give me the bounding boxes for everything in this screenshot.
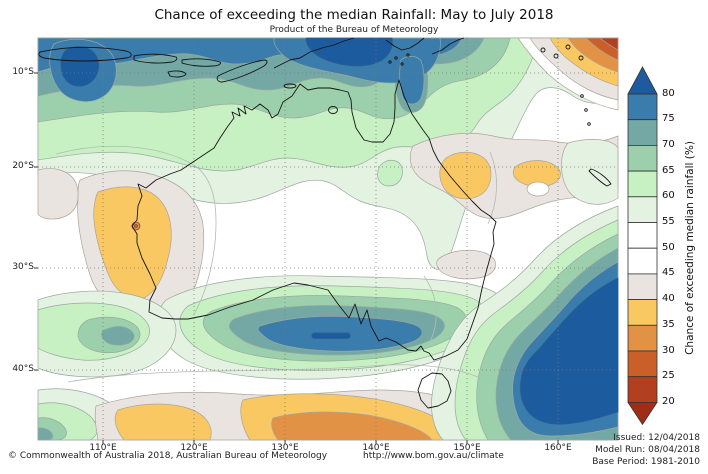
colorbar-tick-label: 40 bbox=[662, 293, 682, 304]
colorbar-title: Chance of exceeding median rainfall (%) bbox=[684, 141, 696, 355]
page-title: Chance of exceeding the median Rainfall:… bbox=[0, 7, 708, 23]
colorbar-tick-label: 35 bbox=[662, 319, 682, 330]
base-period-text: Base Period: 1981-2010 bbox=[592, 457, 700, 467]
colorbar-band bbox=[628, 325, 657, 351]
colorbar-band bbox=[628, 120, 657, 146]
bom-rainfall-outlook-figure: Chance of exceeding the median Rainfall:… bbox=[0, 0, 708, 474]
colorbar-band bbox=[628, 351, 657, 377]
colorbar-tick-label: 25 bbox=[662, 370, 682, 381]
colorbar-band bbox=[628, 377, 657, 403]
colorbar-band bbox=[628, 145, 657, 171]
contours-south-dry bbox=[95, 390, 490, 440]
colorbar-band bbox=[628, 300, 657, 326]
colorbar-tick-label: 80 bbox=[662, 88, 682, 99]
colorbar-tick-label: 55 bbox=[662, 216, 682, 227]
colorbar-tick-label: 30 bbox=[662, 345, 682, 356]
colorbar-tick-label: 75 bbox=[662, 113, 682, 124]
colorbar-band bbox=[628, 248, 657, 274]
lat-tick-label: 10°S bbox=[2, 67, 34, 77]
bom-url-text: http://www.bom.gov.au/climate bbox=[363, 451, 504, 461]
lat-tick-label: 40°S bbox=[2, 364, 34, 374]
colorbar-band bbox=[628, 94, 657, 120]
colorbar-band bbox=[628, 197, 657, 223]
colorbar-svg bbox=[626, 64, 660, 430]
colorbar-tick-label: 65 bbox=[662, 165, 682, 176]
colorbar-tick-label: 60 bbox=[662, 190, 682, 201]
colorbar-band bbox=[628, 274, 657, 300]
model-run-text: Model Run: 08/04/2018 bbox=[595, 445, 700, 455]
map-canvas bbox=[38, 38, 618, 440]
lat-tick-label: 30°S bbox=[2, 262, 34, 272]
colorbar-tick-label: 45 bbox=[662, 267, 682, 278]
colorbar-tick-label: 50 bbox=[662, 242, 682, 253]
colorbar-band bbox=[628, 171, 657, 197]
colorbar-tick-label: 70 bbox=[662, 139, 682, 150]
page-subtitle: Product of the Bureau of Meteorology bbox=[0, 25, 708, 35]
lon-tick-label: 160°E bbox=[538, 443, 578, 453]
colorbar-arrow-top bbox=[628, 67, 657, 94]
colorbar-band bbox=[628, 223, 657, 249]
copyright-text: © Commonwealth of Australia 2018, Austra… bbox=[8, 451, 327, 461]
lat-tick-label: 20°S bbox=[2, 161, 34, 171]
issued-date-text: Issued: 12/04/2018 bbox=[613, 433, 700, 443]
colorbar-tick-label: 20 bbox=[662, 396, 682, 407]
colorbar-arrow-bottom bbox=[628, 402, 657, 424]
